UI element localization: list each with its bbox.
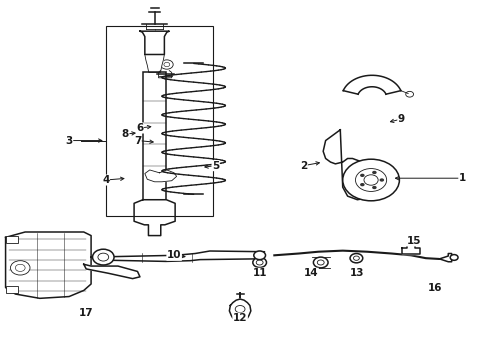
- Polygon shape: [440, 253, 452, 262]
- Polygon shape: [134, 200, 175, 235]
- Circle shape: [253, 257, 267, 267]
- Polygon shape: [84, 264, 140, 279]
- Polygon shape: [140, 31, 169, 54]
- Polygon shape: [229, 299, 251, 319]
- Circle shape: [10, 261, 30, 275]
- Text: 10: 10: [167, 250, 181, 260]
- Circle shape: [372, 186, 377, 189]
- Polygon shape: [145, 54, 164, 72]
- Bar: [143, 72, 166, 200]
- Bar: [5, 286, 18, 293]
- Circle shape: [360, 183, 365, 186]
- Text: 1: 1: [459, 173, 466, 183]
- Polygon shape: [91, 251, 265, 261]
- Circle shape: [450, 255, 458, 260]
- Circle shape: [350, 253, 363, 263]
- Circle shape: [254, 251, 266, 260]
- Text: 7: 7: [134, 136, 141, 145]
- Text: 13: 13: [350, 268, 365, 278]
- Text: 17: 17: [79, 308, 94, 318]
- Bar: [5, 235, 18, 243]
- Circle shape: [360, 174, 365, 177]
- Polygon shape: [343, 75, 401, 94]
- Text: 9: 9: [398, 114, 405, 124]
- Polygon shape: [5, 232, 91, 298]
- Text: 3: 3: [66, 136, 73, 145]
- Bar: [106, 26, 213, 216]
- Text: 16: 16: [428, 283, 443, 293]
- Polygon shape: [145, 170, 176, 182]
- Text: 12: 12: [233, 313, 247, 323]
- Polygon shape: [402, 243, 420, 253]
- Text: 2: 2: [300, 161, 307, 171]
- Text: 8: 8: [122, 129, 129, 139]
- Circle shape: [372, 171, 377, 174]
- Text: 6: 6: [136, 123, 144, 133]
- Circle shape: [343, 159, 399, 201]
- Circle shape: [314, 257, 328, 268]
- Text: 5: 5: [212, 161, 220, 171]
- Circle shape: [235, 306, 245, 313]
- Text: 14: 14: [304, 268, 318, 278]
- Text: 4: 4: [102, 175, 109, 185]
- Text: 11: 11: [252, 268, 267, 278]
- Polygon shape: [323, 130, 382, 200]
- Text: 15: 15: [406, 236, 421, 246]
- Circle shape: [93, 249, 114, 265]
- Circle shape: [380, 178, 384, 182]
